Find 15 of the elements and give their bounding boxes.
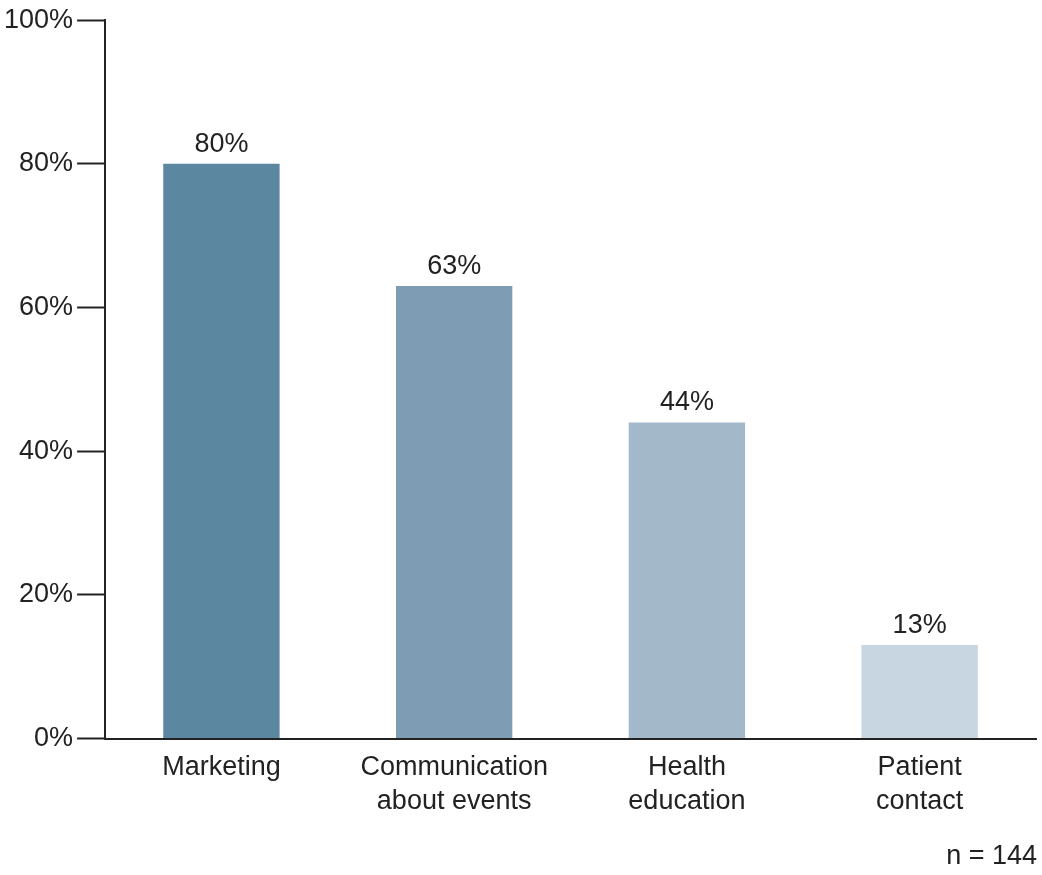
y-tick-label: 0% (34, 721, 74, 752)
x-tick-label: Communication about events (360, 750, 548, 815)
y-tick-label: 40% (19, 434, 74, 465)
y-tick-label: 20% (19, 578, 74, 609)
data-label: 44% (659, 386, 714, 417)
x-tick-label: Marketing (162, 750, 281, 781)
y-tick-label: 80% (19, 147, 74, 178)
data-label: 63% (427, 249, 482, 280)
data-label: 13% (892, 609, 947, 640)
data-label: 80% (194, 127, 249, 158)
x-tick-label: Health education (628, 750, 746, 815)
y-tick-label: 100% (3, 3, 74, 34)
x-tick-label: Patient contact (876, 750, 964, 815)
text: n = 144 (946, 839, 1037, 870)
y-tick-label: 60% (19, 290, 74, 321)
